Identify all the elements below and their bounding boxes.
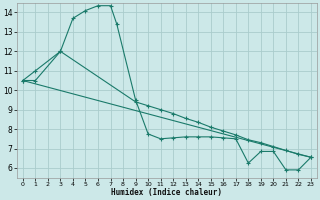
X-axis label: Humidex (Indice chaleur): Humidex (Indice chaleur) <box>111 188 222 197</box>
